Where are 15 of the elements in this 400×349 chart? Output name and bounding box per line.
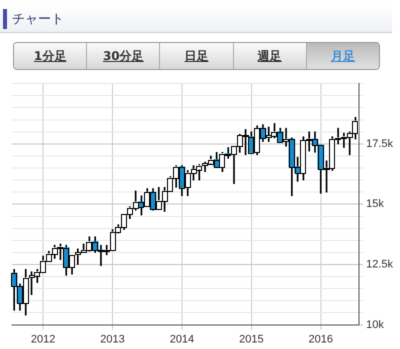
text: 日足	[160, 43, 234, 69]
x-tick-label: 2016	[308, 333, 334, 346]
x-tick-label: 2013	[100, 333, 125, 346]
chart-title: チャート	[12, 11, 64, 28]
text: 月足	[306, 43, 380, 69]
x-tick-label: 2015	[239, 333, 264, 346]
text: 1分足	[14, 43, 88, 69]
y-tick-label: 17.5k	[366, 138, 394, 150]
y-tick-label: 10k	[366, 318, 384, 331]
text: 30分足	[87, 43, 160, 69]
x-tick-label: 2014	[170, 333, 194, 346]
text: 週足	[234, 43, 307, 69]
y-tick-label: 15k	[366, 198, 384, 210]
x-tick-label: 2012	[30, 333, 56, 346]
y-tick-label: 12.5k	[366, 258, 394, 271]
